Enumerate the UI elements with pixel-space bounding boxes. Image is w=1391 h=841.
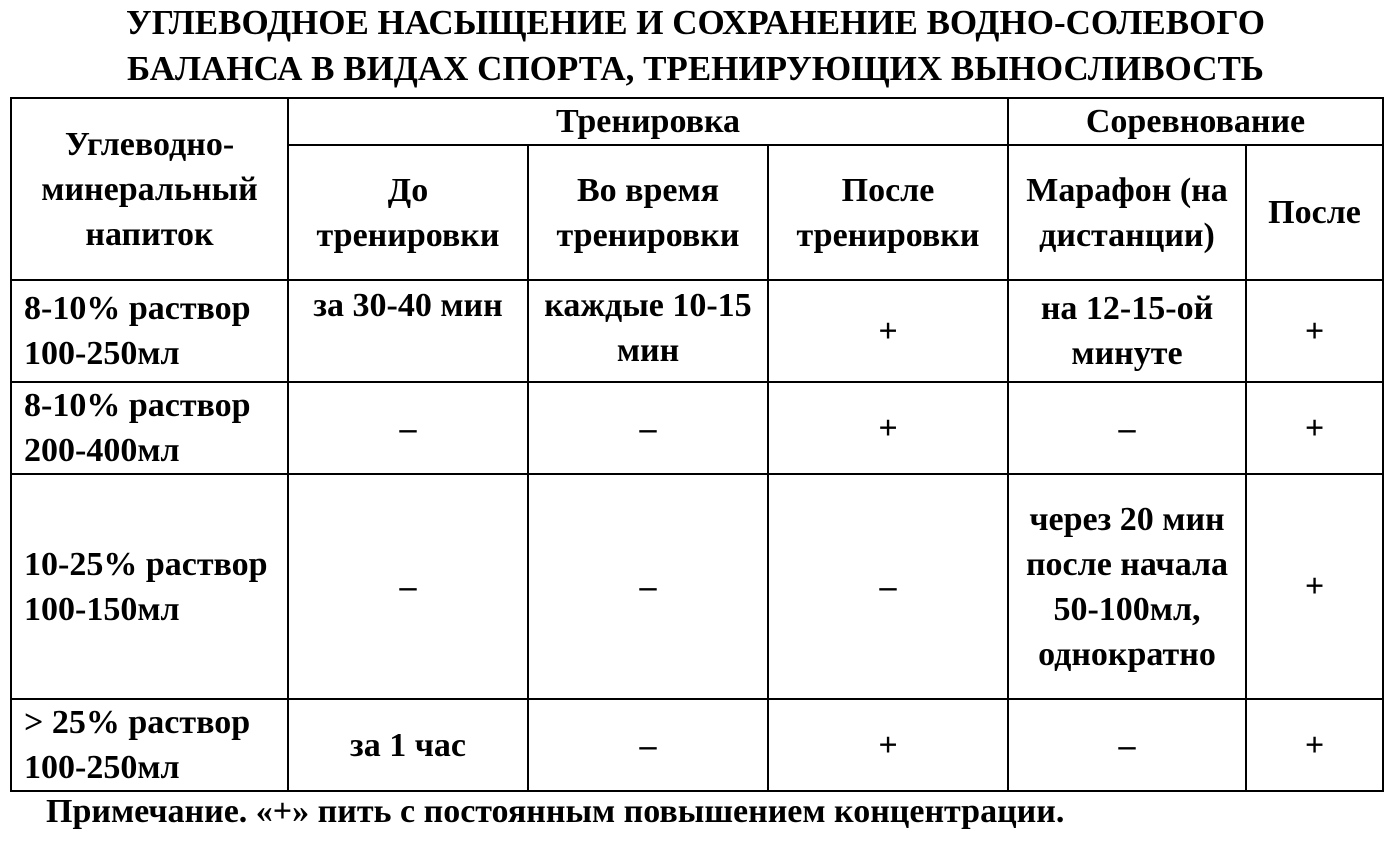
drink-table: Углеводно-минеральный напиток Тренировка… <box>10 97 1385 792</box>
title-line-1: УГЛЕВОДНОЕ НАСЫЩЕНИЕ И СОХРАНЕНИЕ ВОДНО-… <box>126 3 1265 42</box>
table-row: > 25% раствор 100-250мл за 1 час – + – + <box>10 698 1385 792</box>
table-row: 8-10% раствор 100-250мл за 30-40 мин каж… <box>10 279 1385 383</box>
cell: – <box>767 473 1009 700</box>
footnote: Примечание. «+» пить с постоянным повыше… <box>46 793 1065 830</box>
cell: – <box>287 473 529 700</box>
cell: – <box>287 381 529 475</box>
table-row: 10-25% раствор 100-150мл – – – через 20 … <box>10 473 1385 700</box>
cell: за 1 час <box>287 698 529 792</box>
header-drink: Углеводно-минеральный напиток <box>10 97 289 281</box>
title-line-2: БАЛАНСА В ВИДАХ СПОРТА, ТРЕНИРУЮЩИХ ВЫНО… <box>127 49 1264 88</box>
cell: – <box>527 473 769 700</box>
header-during-training: Во время тренировки <box>527 144 769 281</box>
cell: – <box>527 381 769 475</box>
cell: – <box>1007 698 1247 792</box>
cell: + <box>1244 279 1385 383</box>
cell: + <box>1244 381 1385 475</box>
header-training: Тренировка <box>287 97 1009 146</box>
table-row: 8-10% раствор 200-400мл – – + – + <box>10 381 1385 475</box>
drink-cell: 8-10% раствор 200-400мл <box>10 381 289 475</box>
header-before-training: До тренировки <box>287 144 529 281</box>
header-competition: Соревнование <box>1006 97 1385 146</box>
cell: каждые 10-15 мин <box>527 279 769 383</box>
header-marathon: Марафон (на дистанции) <box>1007 144 1247 281</box>
cell: – <box>527 698 769 792</box>
header-after-training: После тренировки <box>767 144 1009 281</box>
drink-cell: > 25% раствор 100-250мл <box>10 698 289 792</box>
header-after-competition: После <box>1244 144 1385 281</box>
cell: + <box>1244 698 1385 792</box>
drink-cell: 10-25% раствор 100-150мл <box>10 473 289 700</box>
drink-cell: 8-10% раствор 100-250мл <box>10 279 289 383</box>
cell: + <box>767 381 1009 475</box>
cell: + <box>1244 473 1385 700</box>
cell: + <box>767 279 1009 383</box>
cell: на 12-15-ой минуте <box>1007 279 1247 383</box>
cell: через 20 мин после начала 50-100мл, одно… <box>1007 473 1247 700</box>
cell: за 30-40 мин <box>287 279 529 383</box>
cell: – <box>1007 381 1247 475</box>
document-title: УГЛЕВОДНОЕ НАСЫЩЕНИЕ И СОХРАНЕНИЕ ВОДНО-… <box>0 0 1391 92</box>
cell: + <box>767 698 1009 792</box>
